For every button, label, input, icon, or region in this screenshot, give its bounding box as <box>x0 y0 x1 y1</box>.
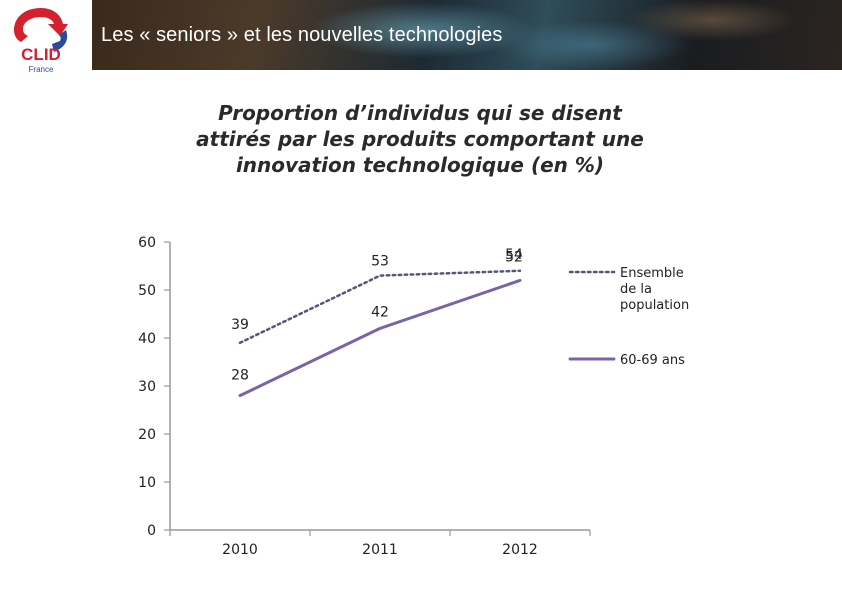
x-tick-label: 2010 <box>222 542 258 558</box>
data-label: 42 <box>371 304 389 320</box>
series-line <box>238 269 522 345</box>
series-line <box>238 278 522 398</box>
data-label: 54 <box>505 247 523 263</box>
legend-label: de la <box>620 282 652 297</box>
header-banner: Les « seniors » et les nouvelles technol… <box>92 0 842 70</box>
logo-text: CLID <box>21 45 61 64</box>
data-label: 52 <box>505 249 523 265</box>
y-tick-label: 60 <box>138 235 156 251</box>
y-tick-label: 50 <box>138 283 156 299</box>
y-tick-label: 0 <box>147 523 156 539</box>
y-tick-label: 30 <box>138 379 156 395</box>
data-label: 53 <box>371 254 389 270</box>
data-label: 39 <box>231 317 249 333</box>
x-tick-label: 2011 <box>362 542 398 558</box>
data-label: 28 <box>231 368 249 384</box>
chart-title-line: Proportion d’individus qui se disent <box>218 101 622 125</box>
legend-label: Ensemble <box>620 266 684 281</box>
logo-subtext: France <box>29 65 54 74</box>
chart-title: Proportion d’individus qui se disent att… <box>150 100 690 178</box>
chart-title-line: attirés par les produits comportant une <box>196 127 644 151</box>
y-tick-label: 20 <box>138 427 156 443</box>
y-tick-label: 40 <box>138 331 156 347</box>
clid-logo: CLID France <box>14 8 68 74</box>
x-tick-label: 2012 <box>502 542 538 558</box>
page-title: Les « seniors » et les nouvelles technol… <box>101 24 503 46</box>
chart-title-line: innovation technologique (en %) <box>235 153 605 177</box>
y-tick-label: 10 <box>138 475 156 491</box>
legend-label: 60-69 ans <box>620 353 685 368</box>
legend-label: population <box>620 298 689 313</box>
